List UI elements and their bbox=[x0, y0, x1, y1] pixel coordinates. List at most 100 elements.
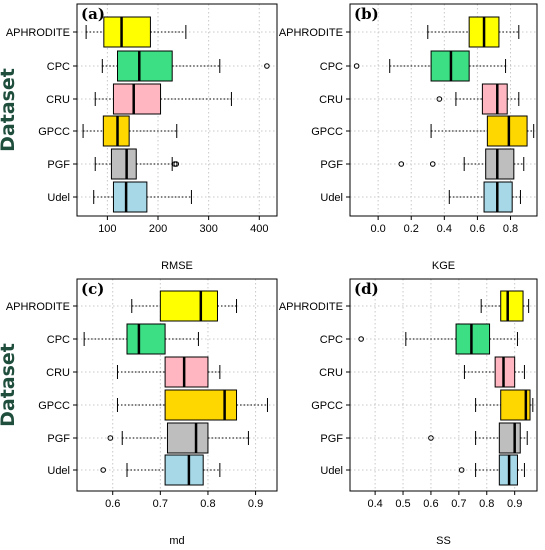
box-iqr bbox=[112, 181, 148, 213]
panel-label: (b) bbox=[354, 5, 379, 23]
outlier-point bbox=[429, 161, 436, 167]
x-axis-label: SS bbox=[436, 535, 451, 547]
panel-3: (c) APHRODITE CPC CRU GPCC PGF Udel 0.6 0.7 0.8 0.… bbox=[0, 278, 278, 547]
category-label: GPCC bbox=[311, 400, 343, 412]
category-label: GPCC bbox=[38, 126, 70, 138]
x-tick-label: 0.9 bbox=[507, 498, 522, 510]
x-tick-label: 200 bbox=[149, 223, 167, 235]
box-gpcc bbox=[116, 389, 268, 421]
box-cpc bbox=[353, 50, 507, 82]
box-iqr bbox=[485, 148, 515, 180]
panel-label: (c) bbox=[81, 280, 104, 298]
box-udel bbox=[100, 454, 221, 486]
y-axis-label: Dataset bbox=[0, 68, 19, 152]
x-tick-label: 0.7 bbox=[153, 498, 168, 510]
category-label: CPC bbox=[320, 61, 343, 73]
box-iqr bbox=[481, 83, 508, 115]
box-iqr bbox=[164, 454, 204, 486]
panel-1: (a) APHRODITE CPC CRU GPCC PGF Udel 100 200 300 40… bbox=[0, 3, 278, 272]
x-tick-label: 0.9 bbox=[248, 498, 263, 510]
category-label: CPC bbox=[47, 334, 70, 346]
x-tick-label: 0.6 bbox=[105, 498, 120, 510]
box-iqr bbox=[159, 290, 218, 322]
x-axis-label: RMSE bbox=[161, 260, 193, 272]
outlier-point bbox=[428, 435, 434, 441]
y-axis-label: Dataset bbox=[0, 343, 19, 427]
box-aphrodite bbox=[131, 290, 238, 322]
box-gpcc bbox=[82, 115, 178, 147]
box-iqr bbox=[126, 323, 166, 355]
box-pgf bbox=[94, 148, 180, 180]
panel-4: (d) APHRODITE CPC CRU GPCC PGF Udel 0.4 0.5 0.6 0.… bbox=[279, 278, 538, 547]
category-label: Udel bbox=[320, 465, 343, 477]
box-aphrodite bbox=[480, 290, 530, 322]
x-tick-label: 0.8 bbox=[200, 498, 215, 510]
box-cru bbox=[463, 356, 525, 388]
plot-frame bbox=[76, 3, 278, 217]
category-label: CRU bbox=[319, 367, 343, 379]
category-label: PGF bbox=[320, 433, 343, 445]
outlier-point bbox=[107, 435, 114, 441]
box-iqr bbox=[166, 422, 209, 454]
box-iqr bbox=[486, 115, 528, 147]
box-iqr bbox=[103, 16, 151, 48]
panel-label: (d) bbox=[354, 280, 379, 298]
x-tick-label: 0.8 bbox=[503, 223, 518, 235]
plot-frame bbox=[76, 278, 278, 492]
box-iqr bbox=[494, 356, 516, 388]
box-iqr bbox=[102, 115, 130, 147]
category-label: APHRODITE bbox=[279, 301, 343, 313]
x-tick-label: 0.8 bbox=[479, 498, 494, 510]
box-iqr bbox=[110, 148, 137, 180]
x-tick-label: 0.5 bbox=[395, 498, 410, 510]
category-label: PGF bbox=[47, 433, 70, 445]
box-aphrodite bbox=[427, 16, 520, 48]
outlier-point bbox=[264, 63, 270, 69]
category-label: GPCC bbox=[311, 126, 343, 138]
box-udel bbox=[93, 181, 192, 213]
box-iqr bbox=[164, 356, 209, 388]
category-label: CPC bbox=[47, 61, 70, 73]
box-cru bbox=[116, 356, 221, 388]
category-label: CRU bbox=[319, 94, 343, 106]
category-label: Udel bbox=[47, 465, 70, 477]
x-tick-label: 0.2 bbox=[404, 223, 419, 235]
x-tick-label: 0.6 bbox=[423, 498, 438, 510]
outlier-point bbox=[173, 161, 180, 167]
outlier-point bbox=[398, 161, 405, 167]
box-udel bbox=[458, 454, 525, 486]
box-cpc bbox=[101, 50, 270, 82]
outlier-point bbox=[436, 96, 443, 102]
box-pgf bbox=[107, 422, 249, 454]
box-iqr bbox=[498, 422, 521, 454]
box-cpc bbox=[83, 323, 199, 355]
box-pgf bbox=[428, 422, 528, 454]
box-cpc bbox=[358, 323, 518, 355]
box-aphrodite bbox=[85, 16, 187, 48]
x-tick-label: 300 bbox=[199, 223, 217, 235]
category-label: CRU bbox=[46, 94, 70, 106]
category-label: APHRODITE bbox=[279, 27, 343, 39]
x-axis-label: md bbox=[169, 535, 184, 547]
outlier-point bbox=[100, 467, 106, 473]
outlier-point bbox=[358, 336, 364, 342]
panel-2: (b) APHRODITE CPC CRU GPCC PGF Udel 0.0 0.2 0.4 0.… bbox=[279, 3, 538, 272]
box-udel bbox=[448, 181, 521, 213]
box-iqr bbox=[112, 83, 162, 115]
box-gpcc bbox=[430, 115, 535, 147]
category-label: APHRODITE bbox=[6, 301, 70, 313]
x-tick-label: 400 bbox=[250, 223, 268, 235]
x-tick-label: 0.7 bbox=[451, 498, 466, 510]
box-iqr bbox=[455, 323, 491, 355]
box-iqr bbox=[117, 50, 173, 82]
category-label: GPCC bbox=[38, 400, 70, 412]
category-label: APHRODITE bbox=[6, 27, 70, 39]
box-cru bbox=[436, 83, 520, 115]
category-label: PGF bbox=[320, 159, 343, 171]
x-tick-label: 0.4 bbox=[367, 498, 382, 510]
plot-frame bbox=[349, 3, 538, 217]
panel-label: (a) bbox=[81, 5, 105, 23]
category-label: CRU bbox=[46, 367, 70, 379]
plot-frame bbox=[349, 278, 538, 492]
